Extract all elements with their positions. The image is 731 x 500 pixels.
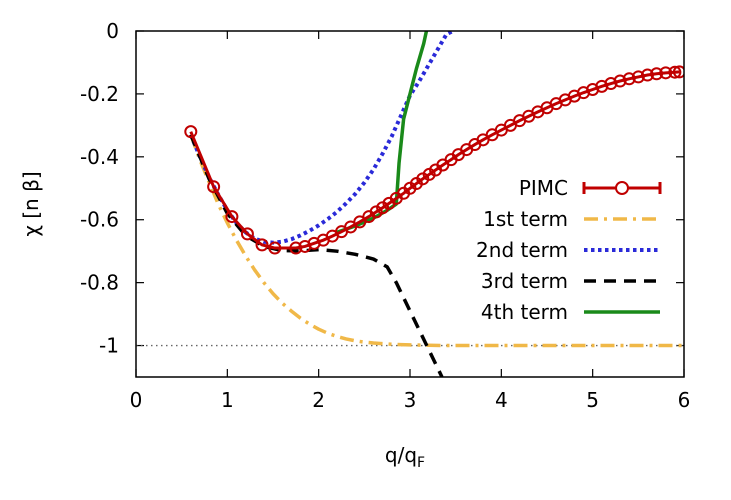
data-point-pimc xyxy=(289,241,303,255)
data-point-pimc xyxy=(631,70,645,84)
data-point-pimc xyxy=(207,180,221,194)
x-tick-label: 1 xyxy=(221,388,234,412)
data-point-pimc xyxy=(255,238,269,252)
x-tick-label: 6 xyxy=(678,388,691,412)
series-line-4th-term xyxy=(336,31,429,234)
series-line-pimc xyxy=(189,70,680,250)
y-tick-label: -0.2 xyxy=(80,82,119,106)
data-point-pimc xyxy=(225,210,239,224)
legend-label-2nd-term: 2nd term xyxy=(476,238,568,262)
axes xyxy=(135,30,685,377)
legend-label-3rd-term: 3rd term xyxy=(481,269,568,293)
x-axis-label-subscript: F xyxy=(417,455,425,471)
plot-frame xyxy=(135,30,685,378)
x-tick-label: 0 xyxy=(130,388,143,412)
data-point-pimc xyxy=(668,65,682,79)
series-layer xyxy=(136,31,684,377)
y-tick-label: 0 xyxy=(106,19,119,43)
data-point-pimc xyxy=(659,66,673,80)
legend-label-1st-term: 1st term xyxy=(483,207,568,231)
data-point-pimc xyxy=(613,74,627,88)
plot-area xyxy=(136,31,684,377)
data-point-pimc xyxy=(650,67,664,81)
x-tick-label: 2 xyxy=(312,388,325,412)
data-point-pimc xyxy=(184,125,198,139)
y-tick-label: -0.8 xyxy=(80,271,119,295)
data-point-pimc xyxy=(369,205,383,219)
y-tick-label: -0.6 xyxy=(80,208,119,232)
x-axis-label: q/qF xyxy=(385,443,425,471)
data-point-pimc xyxy=(672,65,684,79)
tick-labels: 0 1 2 3 4 5 6 0 -0.2 -0.4 -0.6 -0.8 -1 xyxy=(80,19,690,412)
legend-label-4th-term: 4th term xyxy=(481,300,568,324)
legend-marker-pimc xyxy=(615,181,629,195)
data-point-pimc xyxy=(640,68,654,82)
series-line-1st-term xyxy=(189,134,684,348)
data-point-pimc xyxy=(622,72,636,86)
data-point-pimc xyxy=(268,241,282,255)
data-point-pimc xyxy=(240,227,254,241)
series-line-2nd-term xyxy=(188,31,454,245)
y-tick-label: -1 xyxy=(99,334,119,358)
x-tick-label: 3 xyxy=(404,388,417,412)
legend: PIMC 1st term 2nd term 3rd term 4th term xyxy=(476,176,662,324)
data-point-pimc xyxy=(604,77,618,91)
legend-label-pimc: PIMC xyxy=(519,176,568,200)
x-tick-label: 5 xyxy=(586,388,599,412)
x-axis-label-main: q/q xyxy=(385,443,417,467)
x-tick-label: 4 xyxy=(495,388,508,412)
y-tick-label: -0.4 xyxy=(80,145,119,169)
y-axis-label: χ [n β] xyxy=(19,171,43,236)
series-line-3rd-term xyxy=(189,134,444,377)
